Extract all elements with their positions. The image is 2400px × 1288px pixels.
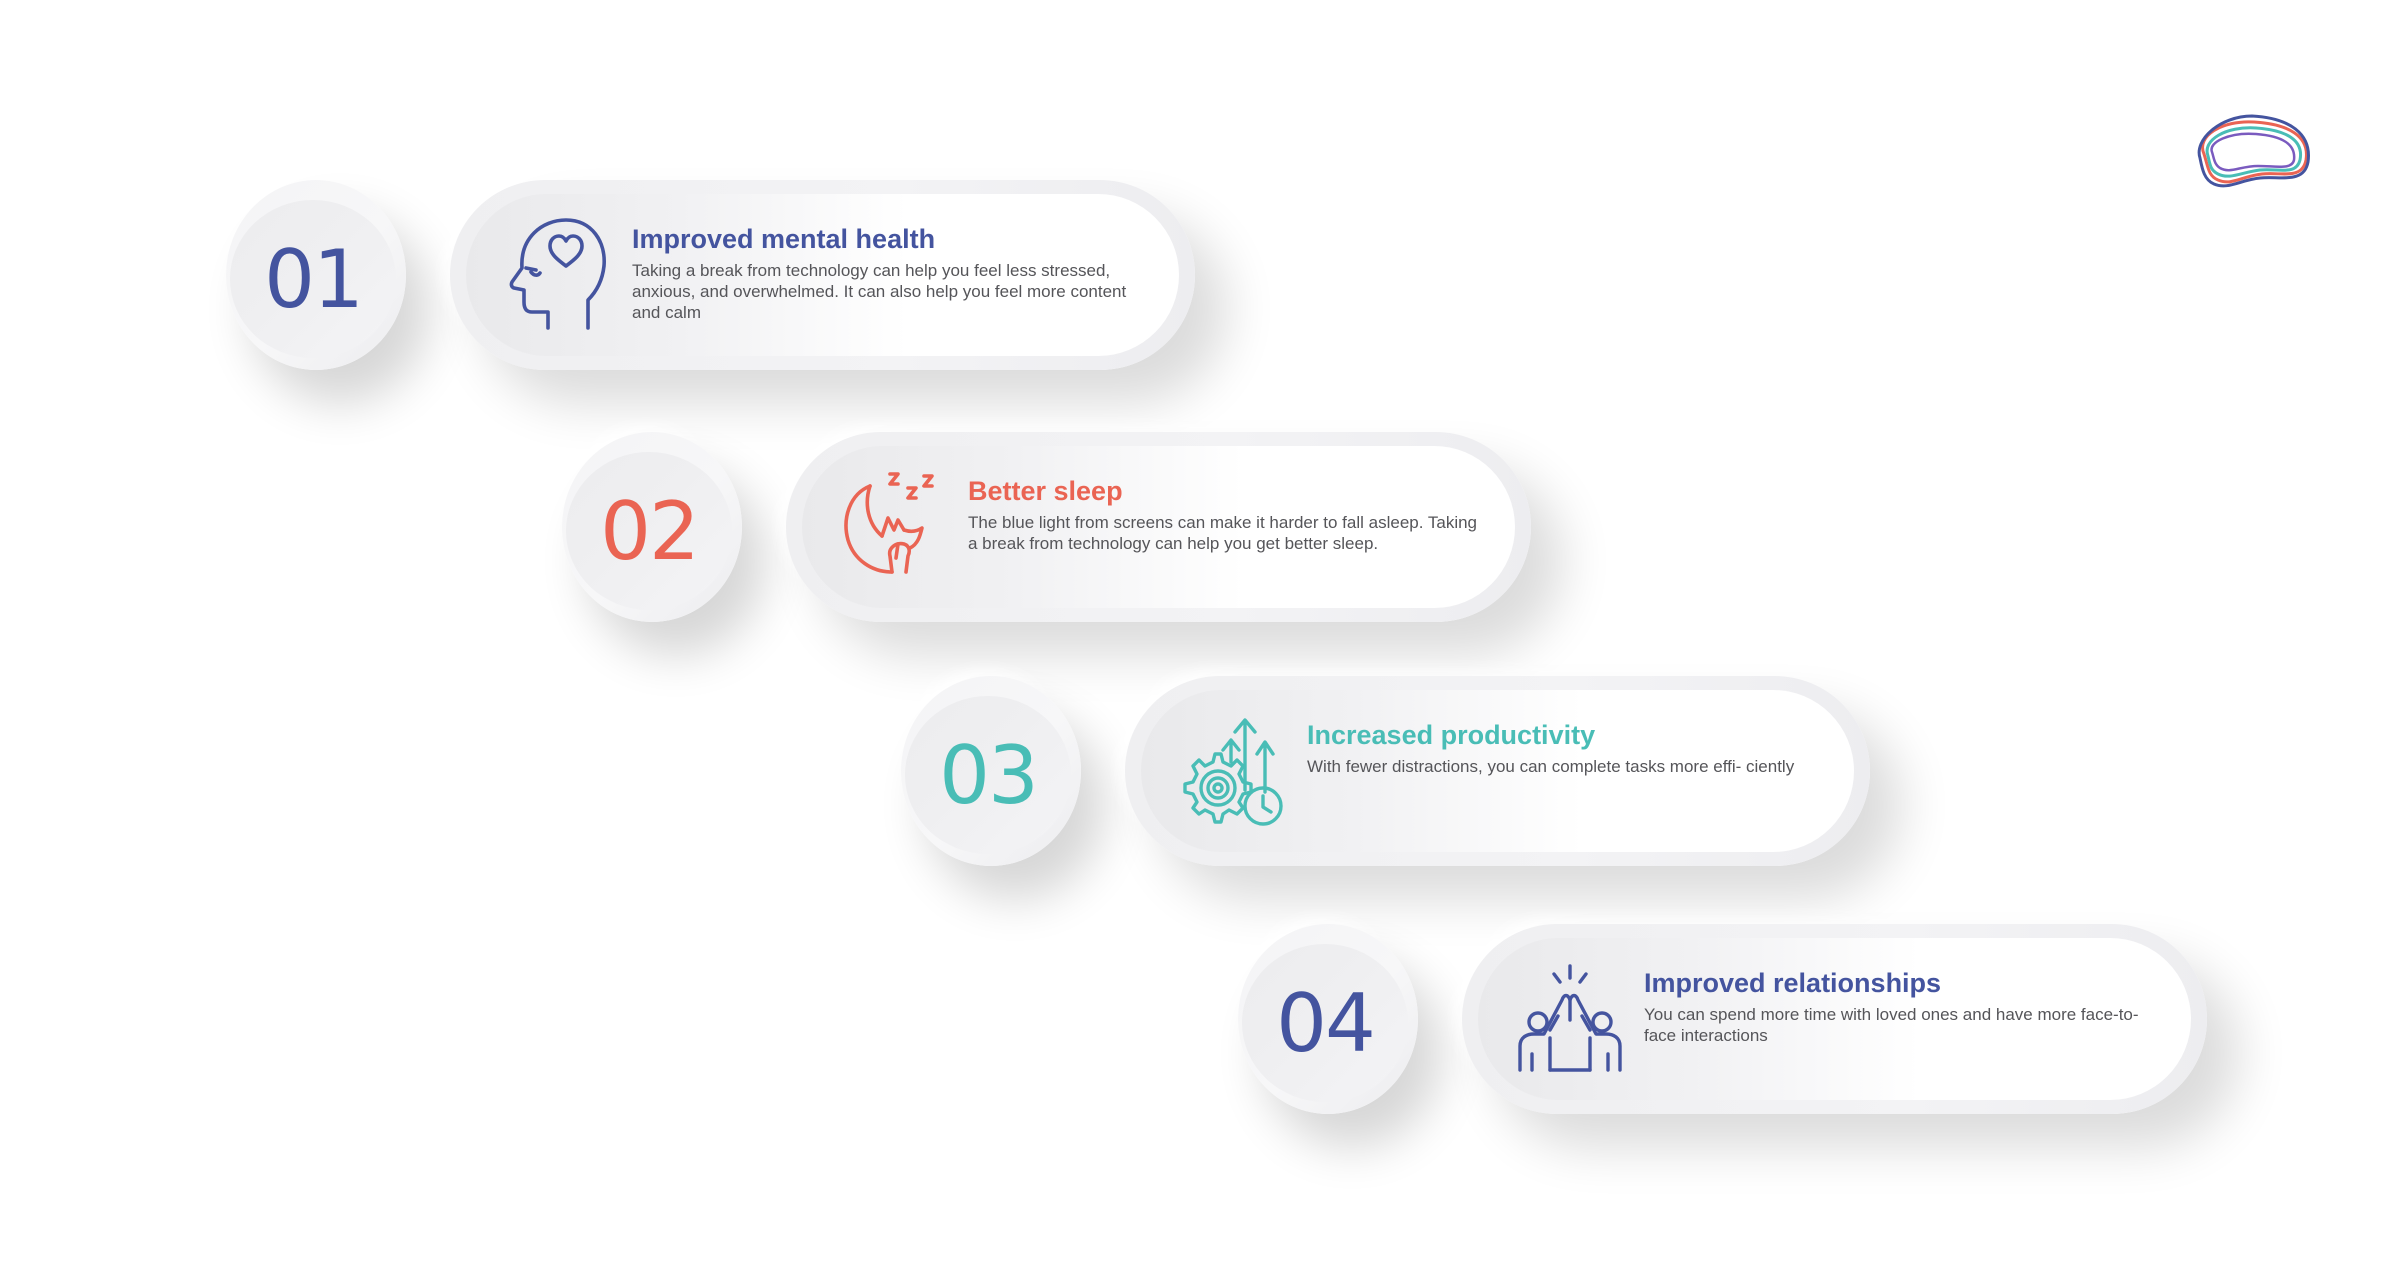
benefit-title: Better sleep (968, 476, 1123, 506)
benefit-description: The blue light from screens can make it … (968, 513, 1478, 553)
benefit-card: Increased productivity With fewer distra… (1125, 676, 1870, 866)
benefit-card: Improved mental health Taking a break fr… (450, 180, 1195, 370)
benefit-description: You can spend more time with loved ones … (1644, 1005, 2139, 1045)
benefit-description: With fewer distractions, you can complet… (1307, 757, 1795, 776)
benefit-card: Improved relationships You can spend mor… (1462, 924, 2207, 1114)
step-number: 03 (905, 696, 1071, 854)
head-heart-icon (509, 218, 606, 330)
benefit-card: Better sleep The blue light from screens… (786, 432, 1531, 622)
benefit-row-1: 01 Improved mental health Taking a break… (220, 180, 1220, 380)
benefit-row-2: 02 Better sleep The blue light from scre… (556, 432, 1556, 632)
benefit-title: Improved relationships (1644, 968, 1942, 998)
step-number: 01 (230, 200, 396, 358)
gear-growth-clock-icon (1183, 718, 1283, 826)
step-number: 04 (1242, 944, 1408, 1102)
number-badge: 02 (562, 432, 742, 622)
benefit-row-4: 04 Improved relationships You can spend … (1232, 924, 2232, 1124)
number-badge: 04 (1238, 924, 1418, 1114)
benefit-description: Taking a break from technology can help … (632, 261, 1127, 322)
benefit-row-3: 03 Increased productivity With fewer dis… (895, 676, 1895, 876)
number-badge: 03 (901, 676, 1081, 866)
brain-logo-icon (2197, 114, 2310, 188)
high-five-icon (1518, 964, 1622, 1072)
moon-sleep-icon (844, 472, 934, 574)
number-badge: 01 (226, 180, 406, 370)
step-number: 02 (566, 452, 732, 610)
benefit-title: Improved mental health (632, 224, 936, 254)
benefit-title: Increased productivity (1307, 720, 1596, 750)
